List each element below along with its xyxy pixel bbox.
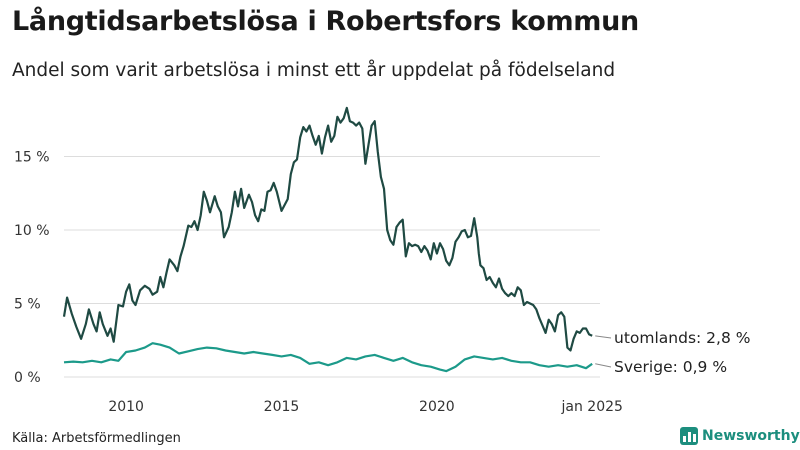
end-label-connector-sverige (595, 363, 612, 368)
y-tick-label-1: 5 % (14, 296, 41, 312)
brand-logo: Newsworthy (680, 427, 800, 445)
line-chart: 0 % 5 % 10 % 15 % 2010 2015 2020 jan 2025 utomla… (14, 106, 750, 415)
source-note: Källa: Arbetsförmedlingen (12, 431, 181, 446)
end-label-connector-utomlands (595, 335, 612, 339)
y-tick-label-0: 0 % (14, 370, 41, 386)
end-label-utomlands: utomlands: 2,8 % (614, 329, 750, 347)
y-tick-label-3: 15 % (14, 149, 50, 165)
series-line-sverige (63, 342, 593, 373)
chart-subtitle: Andel som varit arbetslösa i minst ett å… (12, 60, 616, 81)
chart-bars-icon (680, 427, 698, 445)
x-tick-label-1: 2015 (264, 399, 300, 415)
chart-title: Långtidsarbetslösa i Robertsfors kommun (12, 6, 639, 37)
brand-name: Newsworthy (702, 428, 800, 444)
x-tick-label-0: 2010 (108, 399, 144, 415)
y-tick-label-2: 10 % (14, 223, 50, 239)
end-label-sverige: Sverige: 0,9 % (614, 358, 727, 376)
series-line-utomlands (62, 106, 593, 352)
x-tick-label-2: 2020 (419, 399, 455, 415)
x-tick-label-3: jan 2025 (561, 399, 623, 415)
